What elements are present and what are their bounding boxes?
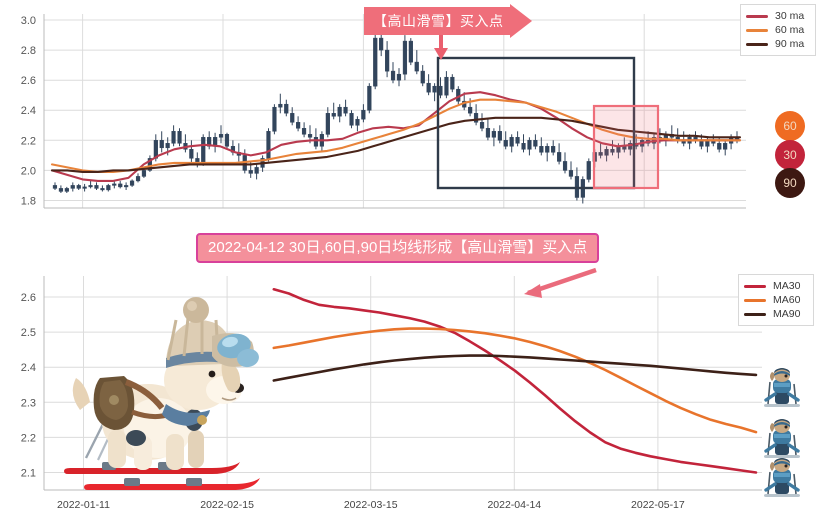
svg-text:2.6: 2.6 xyxy=(21,292,36,304)
badge-ma30-label: 30 xyxy=(783,148,797,162)
svg-text:2022-05-17: 2022-05-17 xyxy=(631,499,685,511)
legend-label-ma90: 90 ma xyxy=(775,38,805,50)
badge-ma30: 30 xyxy=(775,140,805,170)
badge-ma60-label: 60 xyxy=(783,119,797,133)
legend-label-ma60: 60 ma xyxy=(775,24,805,36)
legend-label-MA30: MA30 xyxy=(773,280,801,292)
legend-item-MA30: MA30 xyxy=(744,279,807,293)
bottom-chart-legend: MA30 MA60 MA90 xyxy=(738,274,814,326)
svg-text:2.6: 2.6 xyxy=(21,75,36,87)
badge-ma90-label: 90 xyxy=(783,176,797,190)
legend-swatch-MA30 xyxy=(744,284,766,288)
legend-item-MA90: MA90 xyxy=(744,307,807,321)
legend-swatch-ma30 xyxy=(746,14,768,18)
svg-text:2.4: 2.4 xyxy=(21,362,36,374)
legend-item-MA60: MA60 xyxy=(744,293,807,307)
legend-swatch-ma60 xyxy=(746,28,768,32)
skier-icon-ma30 xyxy=(764,458,800,497)
skiing-dog-figurine xyxy=(64,297,260,490)
svg-text:2.5: 2.5 xyxy=(21,327,36,339)
top-chart-legend: 30 ma 60 ma 90 ma xyxy=(740,4,816,56)
svg-text:2.4: 2.4 xyxy=(21,105,36,117)
buy-point-callout-label: 2022-04-12 30日,60日,90日均线形成【高山滑雪】买入点 xyxy=(208,239,588,256)
skier-icon-ma90 xyxy=(764,368,800,407)
buy-signal-banner-body: 【高山滑雪】买入点 xyxy=(364,7,510,35)
legend-label-MA90: MA90 xyxy=(773,308,801,320)
svg-text:2.0: 2.0 xyxy=(21,165,36,177)
buy-point-callout-banner: 2022-04-12 30日,60日,90日均线形成【高山滑雪】买入点 xyxy=(196,233,600,263)
legend-item-ma30: 30 ma xyxy=(746,9,809,23)
legend-swatch-MA60 xyxy=(744,298,766,302)
svg-text:2022-04-14: 2022-04-14 xyxy=(487,499,541,511)
banner-arrow-head xyxy=(510,4,532,38)
legend-label-MA60: MA60 xyxy=(773,294,801,306)
legend-label-ma30: 30 ma xyxy=(775,10,805,22)
svg-text:2.2: 2.2 xyxy=(21,135,36,147)
svg-text:2022-02-15: 2022-02-15 xyxy=(200,499,254,511)
badge-ma60: 60 xyxy=(775,111,805,141)
buy-signal-banner-label: 【高山滑雪】买入点 xyxy=(373,13,504,29)
svg-text:2022-01-11: 2022-01-11 xyxy=(57,499,110,511)
svg-text:2.1: 2.1 xyxy=(21,468,36,480)
svg-text:2022-03-15: 2022-03-15 xyxy=(344,499,398,511)
top-candlestick-panel: 1.8 2.0 2.2 2.4 2.6 2.8 3.0 【高山滑雪】买入点 30 ma 60… xyxy=(0,0,816,240)
svg-text:2.8: 2.8 xyxy=(21,45,36,57)
legend-item-ma60: 60 ma xyxy=(746,23,809,37)
legend-swatch-MA90 xyxy=(744,312,766,316)
badge-ma90: 90 xyxy=(775,168,805,198)
skier-icon-ma60 xyxy=(764,419,800,458)
svg-text:2.3: 2.3 xyxy=(21,397,36,409)
legend-swatch-ma90 xyxy=(746,42,768,46)
svg-text:1.8: 1.8 xyxy=(21,196,36,208)
svg-text:2.2: 2.2 xyxy=(21,432,36,444)
legend-item-ma90: 90 ma xyxy=(746,37,809,51)
svg-text:3.0: 3.0 xyxy=(21,15,36,27)
top-chart-svg: 1.8 2.0 2.2 2.4 2.6 2.8 3.0 xyxy=(21,14,746,209)
